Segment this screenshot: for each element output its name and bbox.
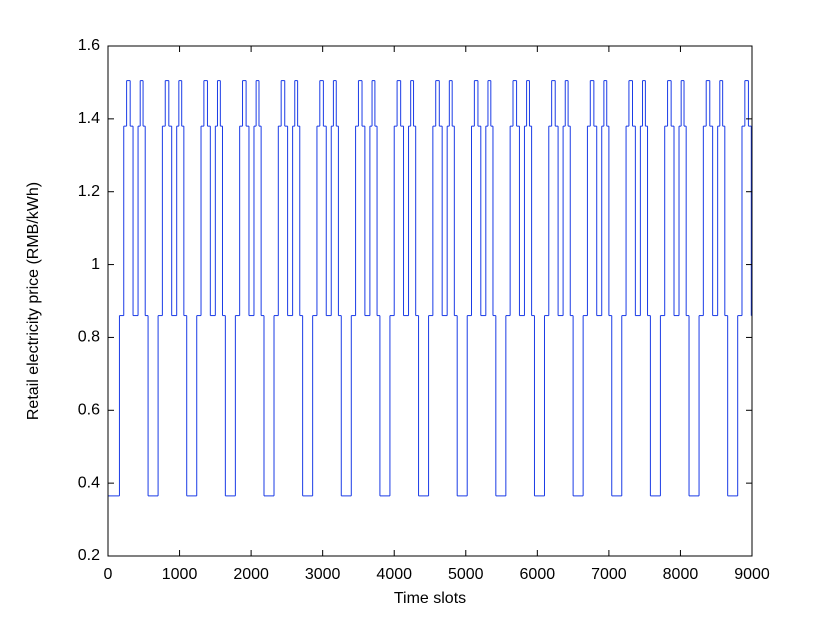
y-tick-label: 1.2 [78,183,100,200]
y-tick-label: 0.8 [78,329,100,346]
x-axis-label: Time slots [394,590,466,607]
y-axis-label: Retail electricity price (RMB/kWh) [25,182,42,420]
plot-frame [107,45,753,557]
x-tick-label: 7000 [591,566,627,583]
y-tick-label: 0.6 [78,402,100,419]
y-tick-label: 1.6 [78,37,100,54]
x-tick-label: 8000 [663,566,699,583]
x-tick-label: 4000 [376,566,412,583]
x-tick-label: 1000 [162,566,198,583]
x-tick-label: 0 [104,566,113,583]
x-tick-label: 9000 [734,566,770,583]
y-tick-label: 1.4 [78,110,100,127]
y-tick-label: 1 [91,256,100,273]
x-tick-label: 2000 [233,566,269,583]
y-tick-label: 0.4 [78,474,100,491]
x-tick-label: 6000 [520,566,556,583]
x-tick-label: 3000 [305,566,341,583]
x-tick-label: 5000 [448,566,484,583]
y-tick-label: 0.2 [78,547,100,564]
